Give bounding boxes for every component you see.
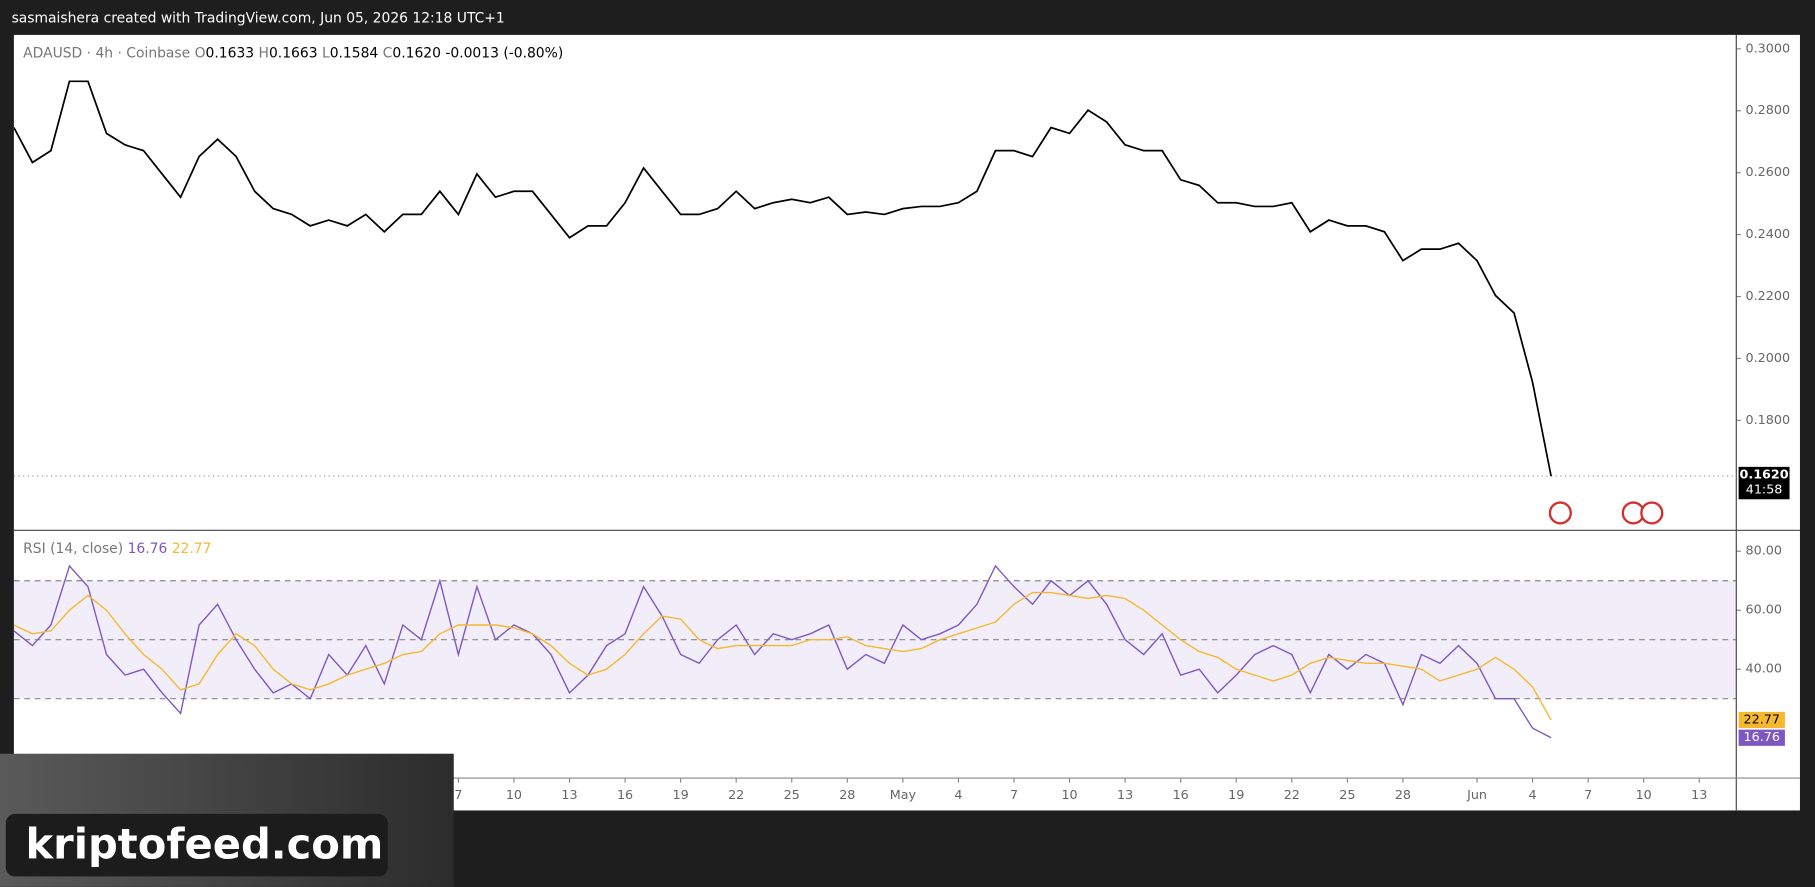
x-tick-label: 10: [1061, 788, 1077, 803]
x-tick-label: 13: [1691, 788, 1707, 803]
last-price-label: 0.1620: [1740, 467, 1789, 482]
x-tick-label: 7: [1010, 788, 1018, 803]
y-tick-label: 0.2800: [1746, 103, 1791, 118]
event-flags: [1548, 501, 1664, 525]
price-pane: [13, 80, 1737, 477]
x-tick-label: 7: [1584, 788, 1592, 803]
countdown: 41:58: [1746, 483, 1783, 498]
y-tick-label: 0.3000: [1746, 41, 1791, 56]
x-tick-label: 25: [1339, 788, 1355, 803]
ohlc-name: L: [322, 45, 330, 61]
rsi-pane: [13, 564, 1737, 739]
ohlc-value: 0.1620: [392, 45, 441, 61]
x-tick-label: May: [890, 788, 917, 803]
x-tick-label: 10: [506, 788, 522, 803]
legend: RSI (14, close) 16.76 22.77: [23, 541, 211, 557]
y-tick-label: 80.00: [1746, 544, 1782, 559]
x-tick-label: 22: [728, 788, 744, 803]
legend: ADAUSD · 4h · Coinbase O0.1633 H0.1663 L…: [23, 45, 563, 61]
ohlc-name: H: [259, 45, 269, 61]
y-tick-label: 60.00: [1746, 603, 1782, 618]
x-tick-label: 16: [617, 788, 633, 803]
x-tick-label: 19: [673, 788, 689, 803]
x-tick-label: Jun: [1466, 788, 1487, 803]
value-tag: [1738, 711, 1785, 729]
watermark-box: [5, 813, 388, 877]
ohlc-value: 0.1633: [206, 45, 255, 61]
series-line: [13, 591, 1552, 721]
x-tick-label: 13: [1117, 788, 1133, 803]
header-text: sasmaishera created with TradingView.com…: [12, 11, 505, 27]
y-tick-label: 40.00: [1746, 662, 1782, 677]
x-tick-label: 4: [954, 788, 962, 803]
value-tag: [1738, 729, 1785, 746]
flag[interactable]: [1640, 501, 1664, 525]
flag[interactable]: [1548, 501, 1572, 525]
series-line: [13, 564, 1552, 739]
x-tick-label: 7: [454, 788, 462, 803]
x-tick-label: 28: [1395, 788, 1411, 803]
x-tick-label: 13: [561, 788, 577, 803]
legend-value: 16.76: [128, 541, 168, 557]
watermark-text: kriptofeed.com: [25, 819, 383, 868]
x-tick-label: 25: [784, 788, 800, 803]
x-tick-label: 22: [1284, 788, 1300, 803]
legends: ADAUSD · 4h · Coinbase O0.1633 H0.1663 L…: [23, 45, 563, 556]
value-tag-label: 22.77: [1744, 713, 1780, 728]
x-tick-label: 19: [1228, 788, 1244, 803]
legend-title: ADAUSD · 4h · Coinbase: [23, 45, 190, 61]
y-tick-label: 0.2000: [1746, 351, 1791, 366]
legend-title: RSI (14, close): [23, 541, 123, 557]
axes: 0.3000 0.2800 0.2600 0.2400 0.2200 0.2000 0.18…: [454, 41, 1790, 803]
ohlc-name: C: [383, 45, 393, 61]
y-tick-label: 0.1800: [1746, 413, 1791, 428]
change: -0.0013 (-0.80%): [445, 45, 563, 61]
last-price-tag: [1738, 466, 1790, 500]
ohlc-value: 0.1663: [269, 45, 318, 61]
y-tick-label: 0.2400: [1746, 227, 1791, 242]
price-line: [13, 80, 1552, 477]
ohlc-value: 0.1584: [330, 45, 379, 61]
ohlc-name: O: [195, 45, 206, 61]
x-tick-label: 16: [1173, 788, 1189, 803]
y-tick-label: 0.2200: [1746, 289, 1791, 304]
legend-value: 22.77: [172, 541, 212, 557]
x-tick-label: 10: [1636, 788, 1652, 803]
watermark: kriptofeed.com: [0, 753, 454, 887]
value-tag-label: 16.76: [1744, 730, 1780, 745]
x-tick-label: 28: [839, 788, 855, 803]
x-tick-label: 4: [1529, 788, 1537, 803]
chart-panel: [13, 34, 1800, 811]
y-tick-label: 0.2600: [1746, 165, 1791, 180]
